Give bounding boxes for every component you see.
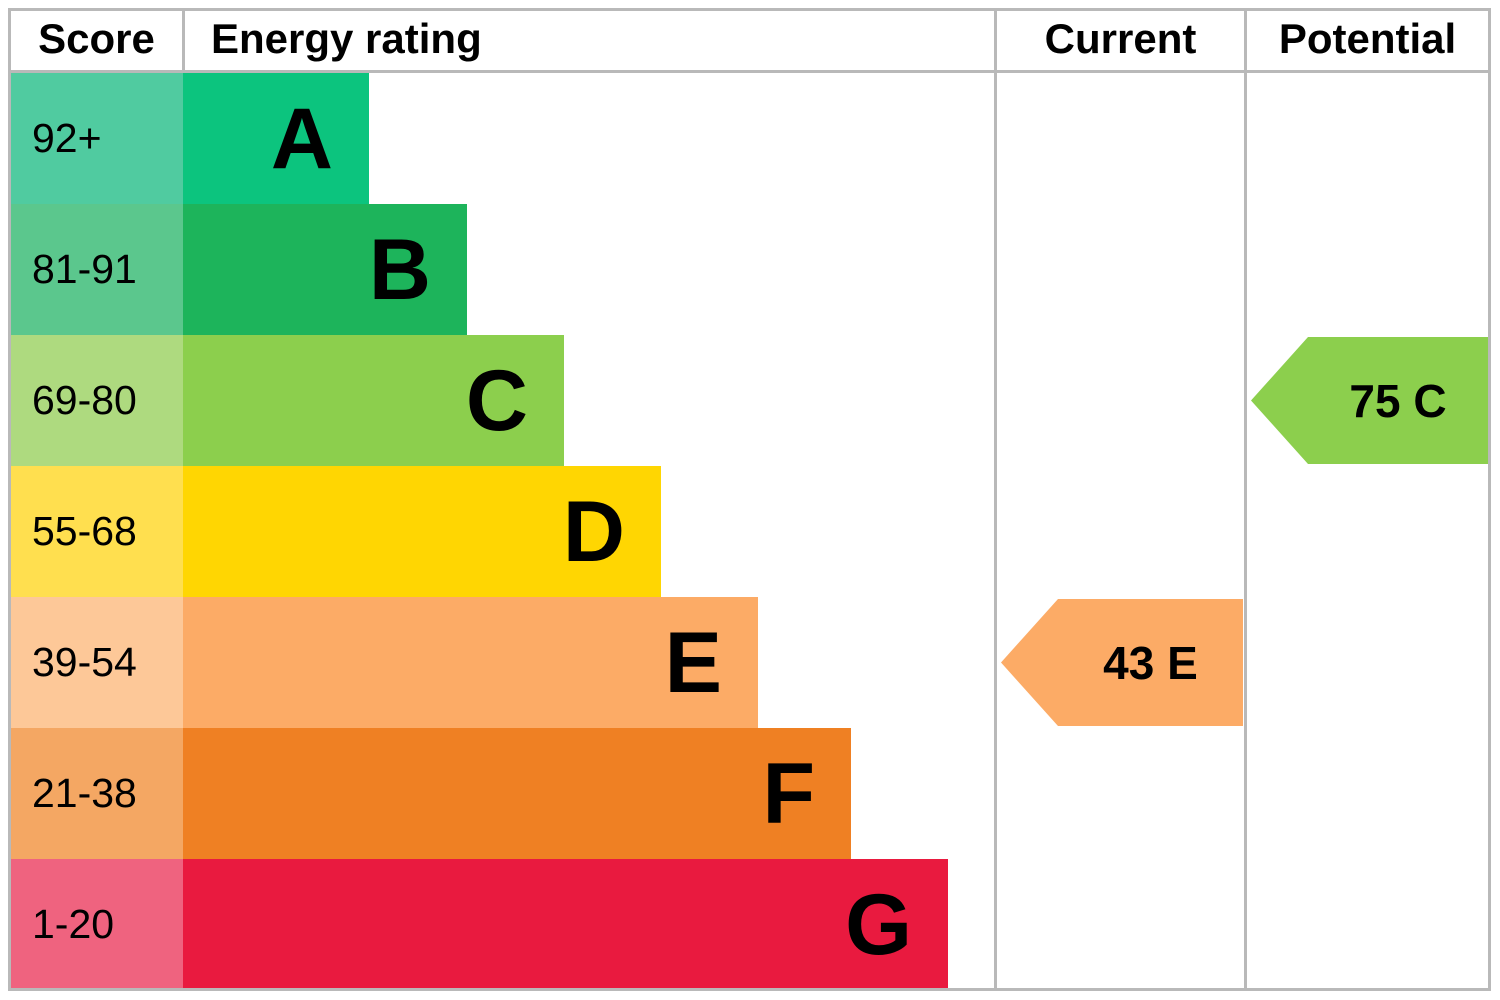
band-row: 92+ A: [8, 73, 994, 204]
potential-arrow: 75 C: [1251, 337, 1488, 464]
score-range-label: 21-38: [32, 770, 137, 816]
grade-letter: A: [270, 90, 333, 187]
table-border-top: [8, 8, 1491, 11]
table-border-bottom: [8, 988, 1491, 991]
rating-bar: G: [183, 859, 948, 990]
grade-letter: B: [368, 221, 431, 318]
score-range-label: 92+: [32, 115, 102, 161]
score-header-divider: [182, 8, 185, 73]
band-row: 1-20 G: [8, 859, 994, 990]
grade-letter: G: [845, 876, 912, 973]
band-row: 69-80 C: [8, 335, 994, 466]
score-cell: 81-91: [8, 204, 183, 335]
current-arrow: 43 E: [1001, 599, 1243, 726]
band-row: 39-54 E: [8, 597, 994, 728]
score-cell: 55-68: [8, 466, 183, 597]
score-range-label: 81-91: [32, 246, 137, 292]
score-cell: 1-20: [8, 859, 183, 990]
score-cell: 39-54: [8, 597, 183, 728]
score-range-label: 1-20: [32, 901, 115, 947]
table-border-right: [1488, 8, 1491, 991]
rating-bar: A: [183, 73, 369, 204]
score-cell: 21-38: [8, 728, 183, 859]
energy-rating-header: Energy rating: [211, 15, 482, 62]
band-row: 55-68 D: [8, 466, 994, 597]
grade-letter: F: [762, 745, 815, 842]
rating-bar: F: [183, 728, 851, 859]
rating-bar: D: [183, 466, 661, 597]
rating-bar: C: [183, 335, 564, 466]
score-range-label: 69-80: [32, 377, 137, 423]
score-cell: 69-80: [8, 335, 183, 466]
rating-bar: B: [183, 204, 467, 335]
score-range-label: 55-68: [32, 508, 137, 554]
grade-letter: C: [465, 352, 528, 449]
score-header: Score: [38, 15, 155, 62]
table-border-left: [8, 8, 11, 991]
potential-column-divider: [1244, 8, 1247, 991]
current-arrow-label: 43 E: [1103, 636, 1198, 689]
grade-letter: D: [562, 483, 625, 580]
grade-letter: E: [664, 614, 722, 711]
rating-bar: E: [183, 597, 758, 728]
band-row: 21-38 F: [8, 728, 994, 859]
score-cell: 92+: [8, 73, 183, 204]
current-header: Current: [1044, 15, 1197, 62]
potential-arrow-label: 75 C: [1349, 374, 1447, 427]
potential-header: Potential: [1278, 15, 1457, 62]
score-range-label: 39-54: [32, 639, 137, 685]
current-column-divider: [994, 8, 997, 991]
band-row: 81-91 B: [8, 204, 994, 335]
header-separator-line: [8, 70, 1491, 73]
